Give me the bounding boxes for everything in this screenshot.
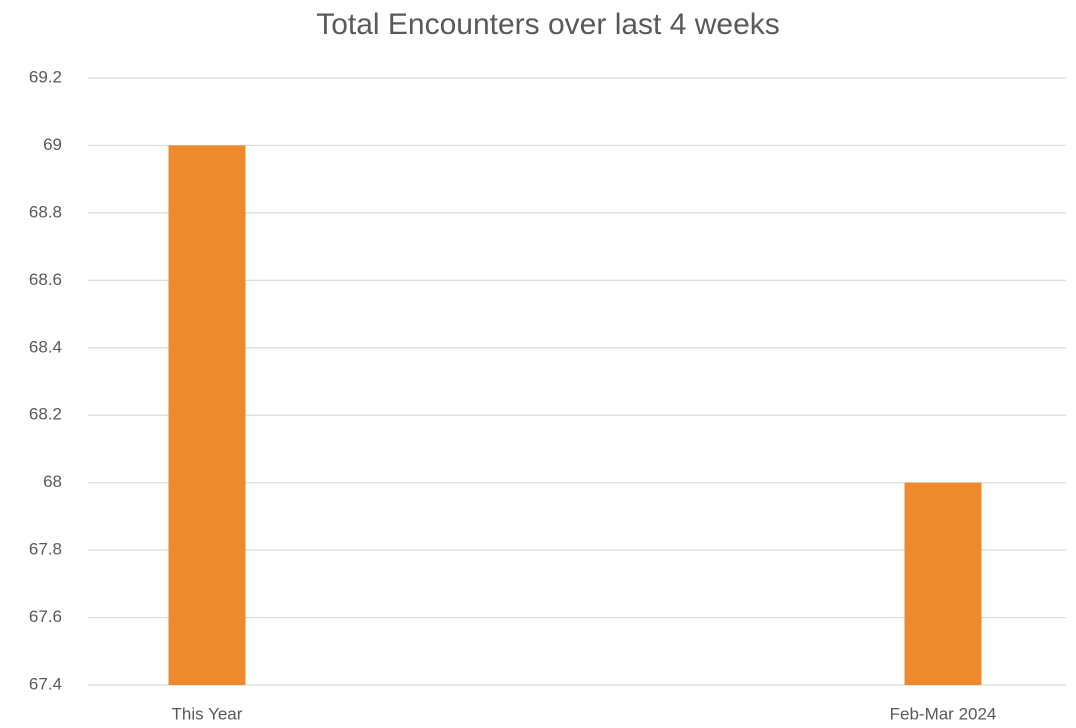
y-tick-label: 67.8 [29,540,62,559]
x-tick-label: Feb-Mar 2024 [890,704,997,723]
bar [168,145,246,685]
y-tick-label: 68 [43,472,62,491]
x-tick-label: This Year [172,704,243,723]
y-tick-label: 68.8 [29,202,62,221]
y-tick-label: 68.4 [29,337,62,356]
y-tick-label: 67.4 [29,674,62,693]
y-tick-label: 68.2 [29,405,62,424]
y-tick-label: 69.2 [29,67,62,86]
bar [904,482,982,685]
y-tick-label: 68.6 [29,270,62,289]
y-tick-label: 67.6 [29,607,62,626]
chart-title: Total Encounters over last 4 weeks [316,8,780,41]
y-tick-label: 69 [43,135,62,154]
